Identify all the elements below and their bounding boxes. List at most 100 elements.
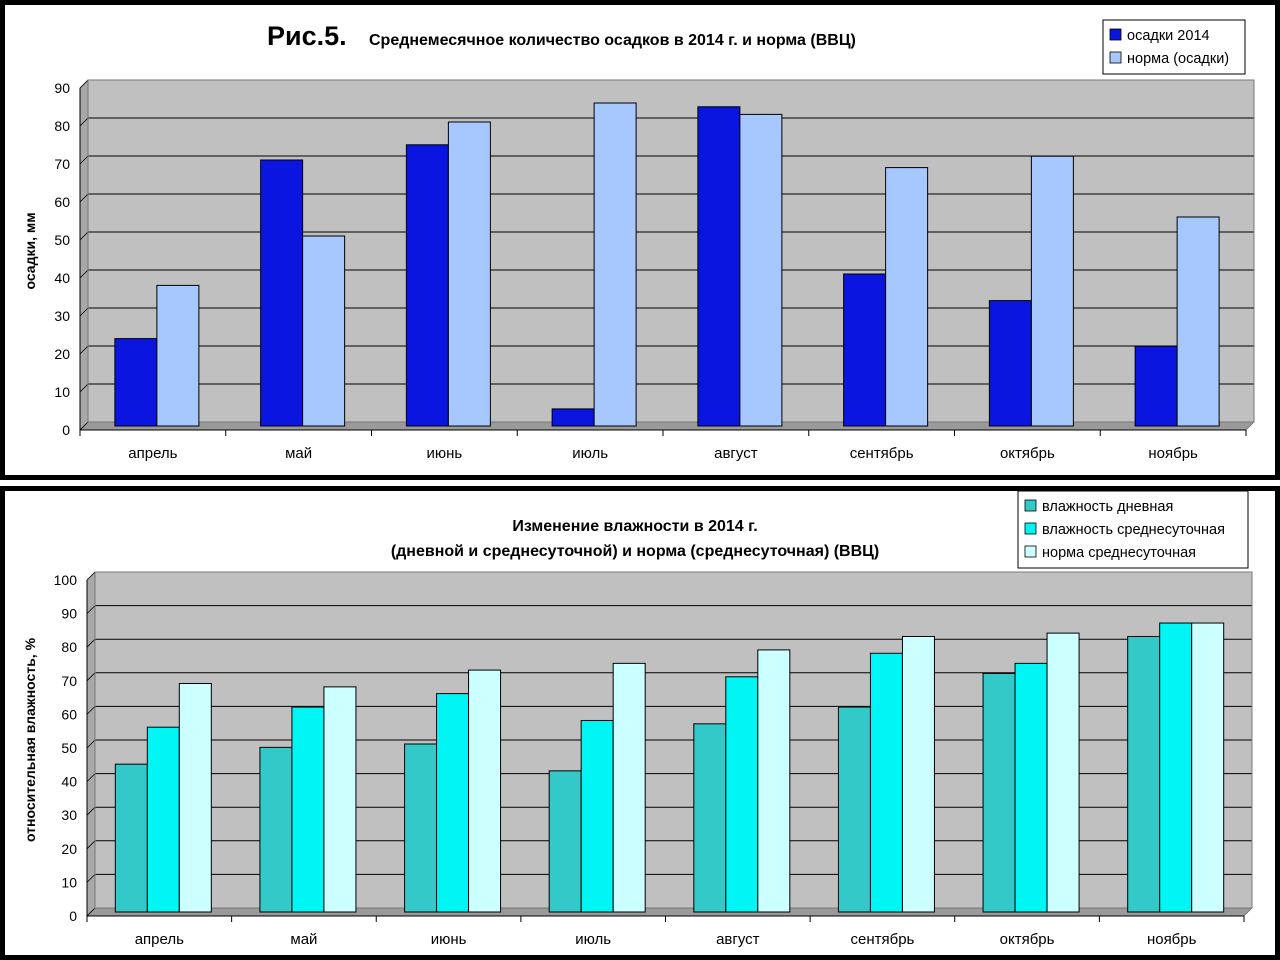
x-tick-label: май [290, 931, 317, 948]
gridline-depth [86, 571, 96, 581]
bar [291, 706, 325, 913]
gridline-depth [86, 874, 96, 883]
y-tick-label: 30 [54, 308, 70, 324]
gridline-depth [86, 706, 96, 715]
gridline-depth [79, 307, 89, 317]
x-tick-label: июнь [431, 931, 467, 948]
legend-swatch [1109, 51, 1122, 64]
x-tick-label: июль [572, 445, 608, 462]
gridline-depth [86, 672, 96, 682]
x-tick-label: август [716, 931, 760, 948]
plot-border [87, 79, 1255, 423]
humidity-chart: Изменение влажности в 2014 г. (дневной и … [22, 491, 1253, 948]
bar [1014, 662, 1048, 913]
bar [323, 686, 357, 913]
legend-label: норма (осадки) [1127, 51, 1229, 67]
gridline-depth [86, 638, 96, 648]
gridline-depth [79, 117, 89, 127]
bar [739, 113, 783, 427]
legend-label: норма среднесуточная [1042, 545, 1196, 561]
bar [302, 235, 346, 427]
x-tick-label: октябрь [1000, 931, 1055, 948]
y-tick-label: 60 [54, 194, 70, 210]
humidity-chart-panel: Изменение влажности в 2014 г. (дневной и … [0, 486, 1280, 960]
legend-label: влажность дневная [1042, 499, 1173, 515]
x-tick-label: август [714, 445, 758, 462]
bar [885, 167, 929, 427]
y-tick-label: 70 [54, 156, 70, 172]
y-tick-label: 80 [54, 118, 70, 134]
bar [1159, 622, 1193, 913]
bar [612, 662, 646, 913]
bar [259, 746, 293, 913]
y-tick-label: 50 [54, 232, 70, 248]
y-tick-label: 30 [61, 807, 77, 823]
gridline-depth [79, 345, 89, 355]
bar [260, 159, 304, 427]
gridline-depth [86, 907, 96, 917]
bar [697, 106, 741, 427]
legend-swatch [1024, 545, 1037, 558]
gridline-depth [86, 806, 96, 816]
gridline-depth [79, 193, 89, 203]
x-tick-label: июль [575, 931, 611, 948]
y-tick-label: 70 [61, 673, 77, 689]
y-axis-title: относительная влажность, % [22, 637, 38, 842]
x-tick-label: ноябрь [1148, 445, 1198, 462]
bar [436, 693, 470, 913]
bar [593, 102, 637, 427]
bar [551, 408, 595, 427]
y-tick-label: 20 [61, 841, 77, 857]
y-tick-label: 40 [54, 270, 70, 286]
bar [178, 683, 212, 913]
x-tick-label: май [285, 445, 312, 462]
bar [548, 770, 582, 913]
x-tick-label: сентябрь [851, 931, 915, 948]
bar [156, 284, 200, 427]
bar [901, 635, 935, 913]
y-tick-label: 80 [61, 639, 77, 655]
y-tick-label: 50 [61, 740, 77, 756]
gridline-depth [79, 421, 89, 431]
y-tick-label: 10 [54, 384, 70, 400]
bar [114, 763, 148, 913]
gridline-depth [79, 231, 89, 241]
y-axis-title: осадки, мм [22, 212, 38, 289]
y-tick-label: 20 [54, 346, 70, 362]
gridline-depth [79, 155, 89, 165]
y-tick-label: 90 [54, 80, 70, 96]
y-tick-label: 90 [61, 606, 77, 622]
chart-title-line: (дневной и среднесуточной) и норма (сред… [391, 543, 879, 560]
legend-label: влажность среднесуточная [1042, 522, 1225, 538]
x-tick-label: октябрь [1000, 445, 1055, 462]
x-tick-label: ноябрь [1147, 931, 1197, 948]
x-tick-label: июнь [427, 445, 463, 462]
y-tick-label: 10 [61, 874, 77, 890]
precipitation-chart-panel: Рис.5. Среднемесячное количество осадков … [0, 0, 1280, 480]
bar [757, 649, 791, 913]
y-tick-label: 60 [61, 706, 77, 722]
figure-label: Рис.5. [267, 21, 347, 51]
y-tick-label: 0 [62, 422, 70, 438]
bar [982, 672, 1016, 913]
legend-label: осадки 2014 [1127, 28, 1210, 44]
bar [146, 726, 180, 913]
bar [693, 723, 727, 913]
legend-box [1102, 19, 1246, 75]
bar [869, 652, 903, 913]
legend-box [1017, 491, 1249, 569]
bar [1046, 632, 1080, 913]
bar [580, 719, 614, 913]
plot-floor [79, 421, 1255, 431]
bar [725, 676, 759, 913]
bar [843, 273, 887, 427]
bar [447, 121, 491, 427]
bar [405, 144, 449, 427]
y-tick-label: 40 [61, 774, 77, 790]
gridline-depth [79, 269, 89, 279]
bar [1127, 635, 1161, 913]
bar [114, 338, 158, 427]
bar [468, 669, 502, 913]
gridline-depth [86, 840, 96, 850]
bar [1191, 622, 1225, 913]
